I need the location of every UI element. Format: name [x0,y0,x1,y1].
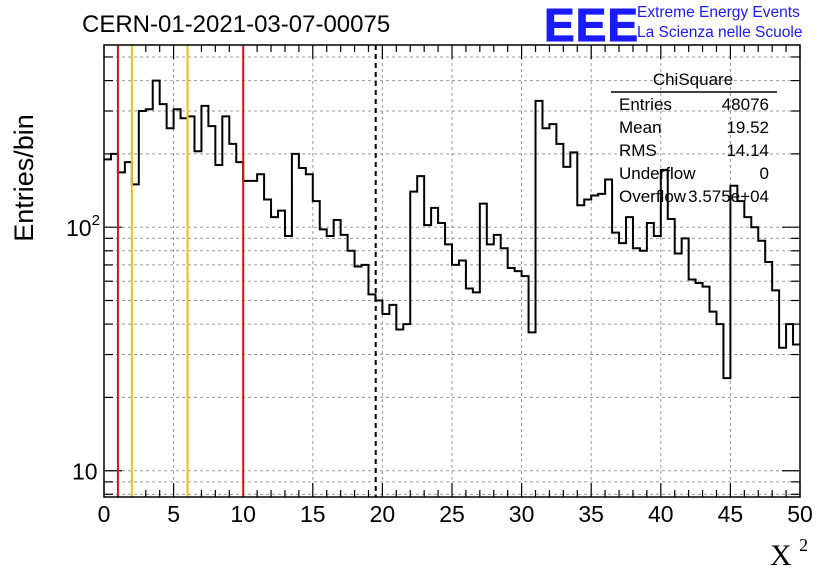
stats-row-label: RMS [619,141,657,160]
logo-line-2: La Scienza nelle Scuole [637,24,803,41]
histogram-line [104,79,800,380]
plot-frame [103,44,801,498]
x-tick-label: 25 [439,501,465,527]
stats-row-value: 48076 [722,95,769,114]
y-tick-label-exp: 2 [92,212,100,229]
stats-row-value: 3.575e+04 [688,187,769,206]
x-axis-label-exp: 2 [799,535,808,555]
stats-row-label: Entries [619,95,672,114]
x-tick-label: 30 [509,501,535,527]
stats-row-label: Underflow [619,164,696,183]
x-tick-label: 15 [300,501,326,527]
marker-lines [116,45,377,497]
stats-row-label: Overflow [619,187,687,206]
y-tick-label-base: 10 [66,215,92,241]
x-axis-label-base: X [770,539,792,572]
x-tick-label: 35 [578,501,604,527]
stats-title: ChiSquare [653,70,733,89]
stats-row-value: 0 [760,164,769,183]
x-tick-label: 40 [648,501,674,527]
x-tick-label: 5 [167,501,180,527]
stats-row-value: 19.52 [726,118,769,137]
y-tick-label: 10 [72,459,98,485]
x-tick-label: 10 [230,501,256,527]
x-tick-label: 20 [370,501,396,527]
x-tick-label: 50 [787,501,813,527]
stats-row-label: Mean [619,118,662,137]
y-tick-label-base: 10 [72,459,98,485]
x-tick-label: 0 [98,501,111,527]
grid-lines [104,45,800,497]
x-tick-label: 45 [718,501,744,527]
eee-logo: EEE [543,0,640,51]
x-tick-labels: 0 5 10 15 20 25 30 35 40 45 50 [98,501,813,527]
chart-title: CERN-01-2021-03-07-00075 [82,11,390,38]
x-axis-label: X 2 [770,535,808,572]
stats-rows: Entries 48076 Mean 19.52 RMS 14.14 Underflow 0 O… [619,95,769,206]
y-tick-label: 102 [66,212,100,241]
stats-row-value: 14.14 [726,141,769,160]
y-axis-label: Entries/bin [9,114,39,242]
stats-box: ChiSquare Entries 48076 Mean 19.52 RMS 14.14 U… [611,70,777,206]
logo-line-1: Extreme Energy Events [637,4,800,21]
